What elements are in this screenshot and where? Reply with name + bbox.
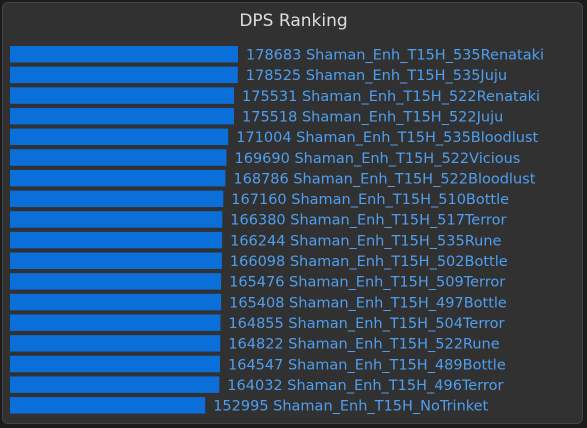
- bar-1: [10, 46, 238, 63]
- bar-label-2: 178525 Shaman_Enh_T15H_535Juju: [246, 68, 507, 84]
- bar-6: [10, 149, 227, 166]
- bar-11: [10, 252, 222, 269]
- bar-14: [10, 314, 221, 331]
- bar-label-16: 164547 Shaman_Enh_T15H_489Bottle: [228, 357, 506, 373]
- bar-label-11: 166098 Shaman_Enh_T15H_502Bottle: [230, 254, 508, 270]
- bar-label-6: 169690 Shaman_Enh_T15H_522Vicious: [235, 151, 521, 167]
- bar-17: [10, 376, 220, 393]
- bar-label-8: 167160 Shaman_Enh_T15H_510Bottle: [231, 192, 509, 208]
- bar-18: [10, 397, 206, 414]
- bar-label-14: 164855 Shaman_Enh_T15H_504Terror: [228, 316, 504, 332]
- bar-label-4: 175518 Shaman_Enh_T15H_522Juju: [242, 109, 503, 125]
- bar-4: [10, 107, 234, 125]
- bar-5: [10, 128, 229, 146]
- bar-label-18: 152995 Shaman_Enh_T15H_NoTrinket: [213, 399, 488, 415]
- bar-16: [10, 355, 220, 373]
- bar-7: [10, 169, 226, 187]
- bar-3: [10, 87, 234, 104]
- bar-label-9: 166380 Shaman_Enh_T15H_517Terror: [230, 213, 506, 229]
- bar-label-12: 165476 Shaman_Enh_T15H_509Terror: [229, 275, 505, 291]
- bar-label-7: 168786 Shaman_Enh_T15H_522Bloodlust: [233, 171, 535, 187]
- bar-label-17: 164032 Shaman_Enh_T15H_496Terror: [227, 378, 503, 394]
- bar-label-13: 165408 Shaman_Enh_T15H_497Bottle: [229, 295, 507, 311]
- chart-title: DPS Ranking: [239, 11, 348, 31]
- bar-15: [10, 335, 221, 352]
- bar-13: [10, 293, 222, 311]
- bar-label-10: 166244 Shaman_Enh_T15H_535Rune: [230, 233, 501, 249]
- bar-label-1: 178683 Shaman_Enh_T15H_535Renataki: [246, 48, 544, 64]
- bar-9: [10, 211, 223, 228]
- bar-12: [10, 273, 222, 290]
- bar-label-3: 175531 Shaman_Enh_T15H_522Renataki: [242, 89, 540, 105]
- bar-label-5: 171004 Shaman_Enh_T15H_535Bloodlust: [236, 130, 538, 146]
- bar-label-15: 164822 Shaman_Enh_T15H_522Rune: [228, 337, 499, 353]
- bar-8: [10, 190, 224, 208]
- bar-2: [10, 66, 238, 84]
- bar-10: [10, 231, 223, 249]
